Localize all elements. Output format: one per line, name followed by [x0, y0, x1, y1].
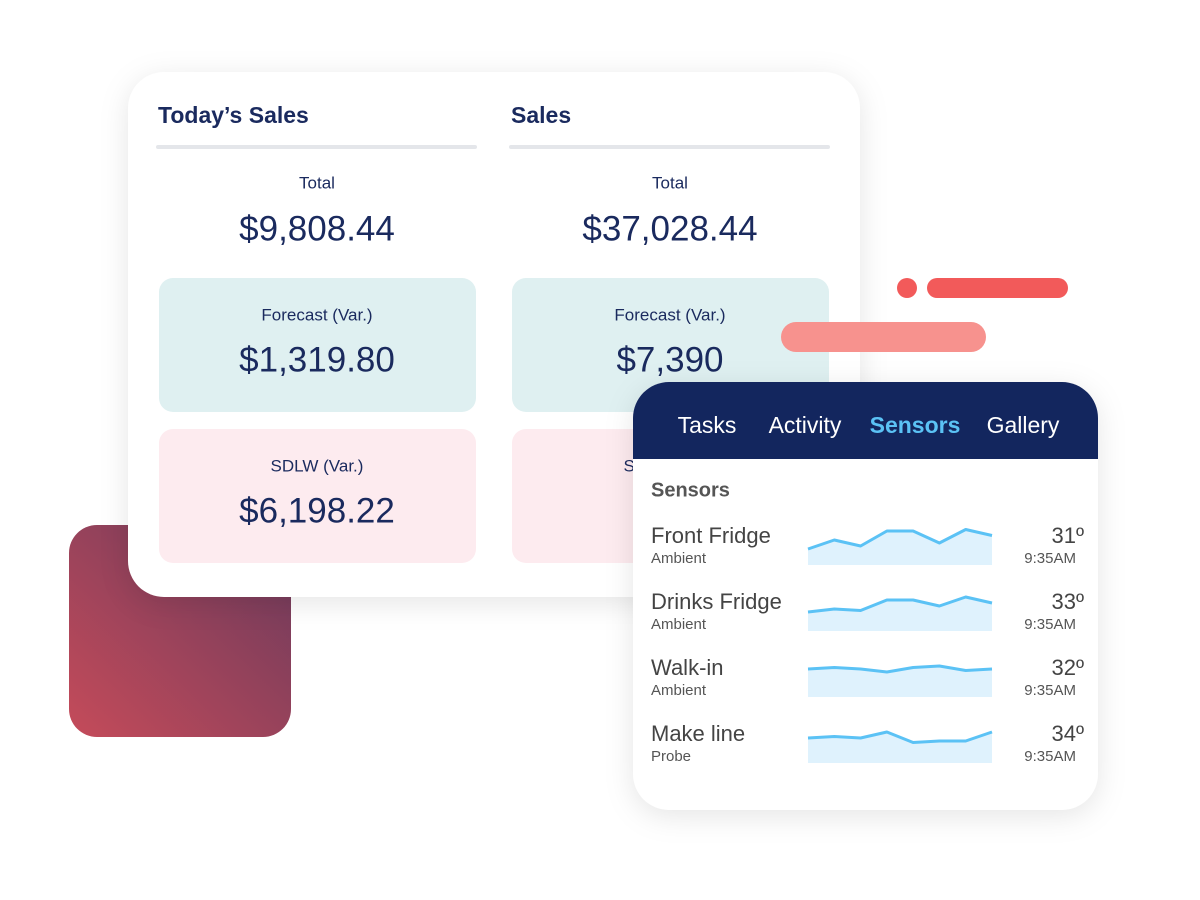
- sensor-name[interactable]: Drinks Fridge: [651, 589, 782, 614]
- sensor-time: 9:35AM: [1024, 550, 1076, 567]
- tab[interactable]: Activity: [769, 412, 842, 438]
- sensor-time: 9:35AM: [1024, 748, 1076, 765]
- decor-pill: [927, 278, 1068, 298]
- section-title: Today’s Sales: [158, 102, 309, 128]
- decor-pill: [781, 322, 986, 352]
- tab[interactable]: Tasks: [678, 412, 737, 438]
- metric-label: Forecast (Var.): [614, 305, 725, 324]
- metric-value: $7,390: [616, 340, 723, 379]
- sparkline: [807, 528, 993, 551]
- sensor-temp: 33º: [1051, 589, 1084, 614]
- sparkline: [807, 730, 993, 744]
- sensor-time: 9:35AM: [1024, 682, 1076, 699]
- total-label: Total: [299, 173, 335, 192]
- metric-value: $6,198.22: [239, 491, 395, 530]
- sparkline: [807, 664, 993, 674]
- sensor-time: 9:35AM: [1024, 616, 1076, 633]
- total-value: $9,808.44: [239, 209, 395, 248]
- sensor-temp: 31º: [1051, 523, 1084, 548]
- sensor-name[interactable]: Walk-in: [651, 655, 724, 680]
- sensor-type: Ambient: [651, 682, 707, 699]
- total-label: Total: [652, 173, 688, 192]
- sensor-type: Ambient: [651, 616, 707, 633]
- sensor-temp: 32º: [1051, 655, 1084, 680]
- sparkline-area: [808, 666, 992, 697]
- metric-card: [159, 278, 476, 412]
- section-title: Sales: [511, 102, 571, 128]
- sensor-name[interactable]: Make line: [651, 721, 745, 746]
- sparkline: [807, 595, 993, 614]
- section-underline: [156, 145, 477, 149]
- metric-card: [512, 278, 829, 412]
- metric-value: $1,319.80: [239, 340, 395, 379]
- sparkline-area: [808, 597, 992, 631]
- sensor-type: Probe: [651, 748, 691, 765]
- metric-card: [159, 429, 476, 563]
- sparkline-area: [808, 529, 992, 565]
- metric-label: SDLW (Var.): [271, 456, 364, 475]
- total-value: $37,028.44: [582, 209, 757, 248]
- sensor-temp: 34º: [1051, 721, 1084, 746]
- sensor-card: Tasks Activity Sensors Gallery Sensors Front …: [633, 382, 1098, 810]
- sensor-name[interactable]: Front Fridge: [651, 523, 771, 548]
- decor-dot: [897, 278, 917, 298]
- metric-label: Forecast (Var.): [261, 305, 372, 324]
- section-underline: [509, 145, 830, 149]
- tab[interactable]: Gallery: [987, 412, 1060, 438]
- sensor-heading: Sensors: [651, 479, 730, 501]
- sensor-type: Ambient: [651, 550, 707, 567]
- sparkline-area: [808, 732, 992, 763]
- tab[interactable]: Sensors: [870, 412, 961, 438]
- tab-bar: [633, 382, 1098, 459]
